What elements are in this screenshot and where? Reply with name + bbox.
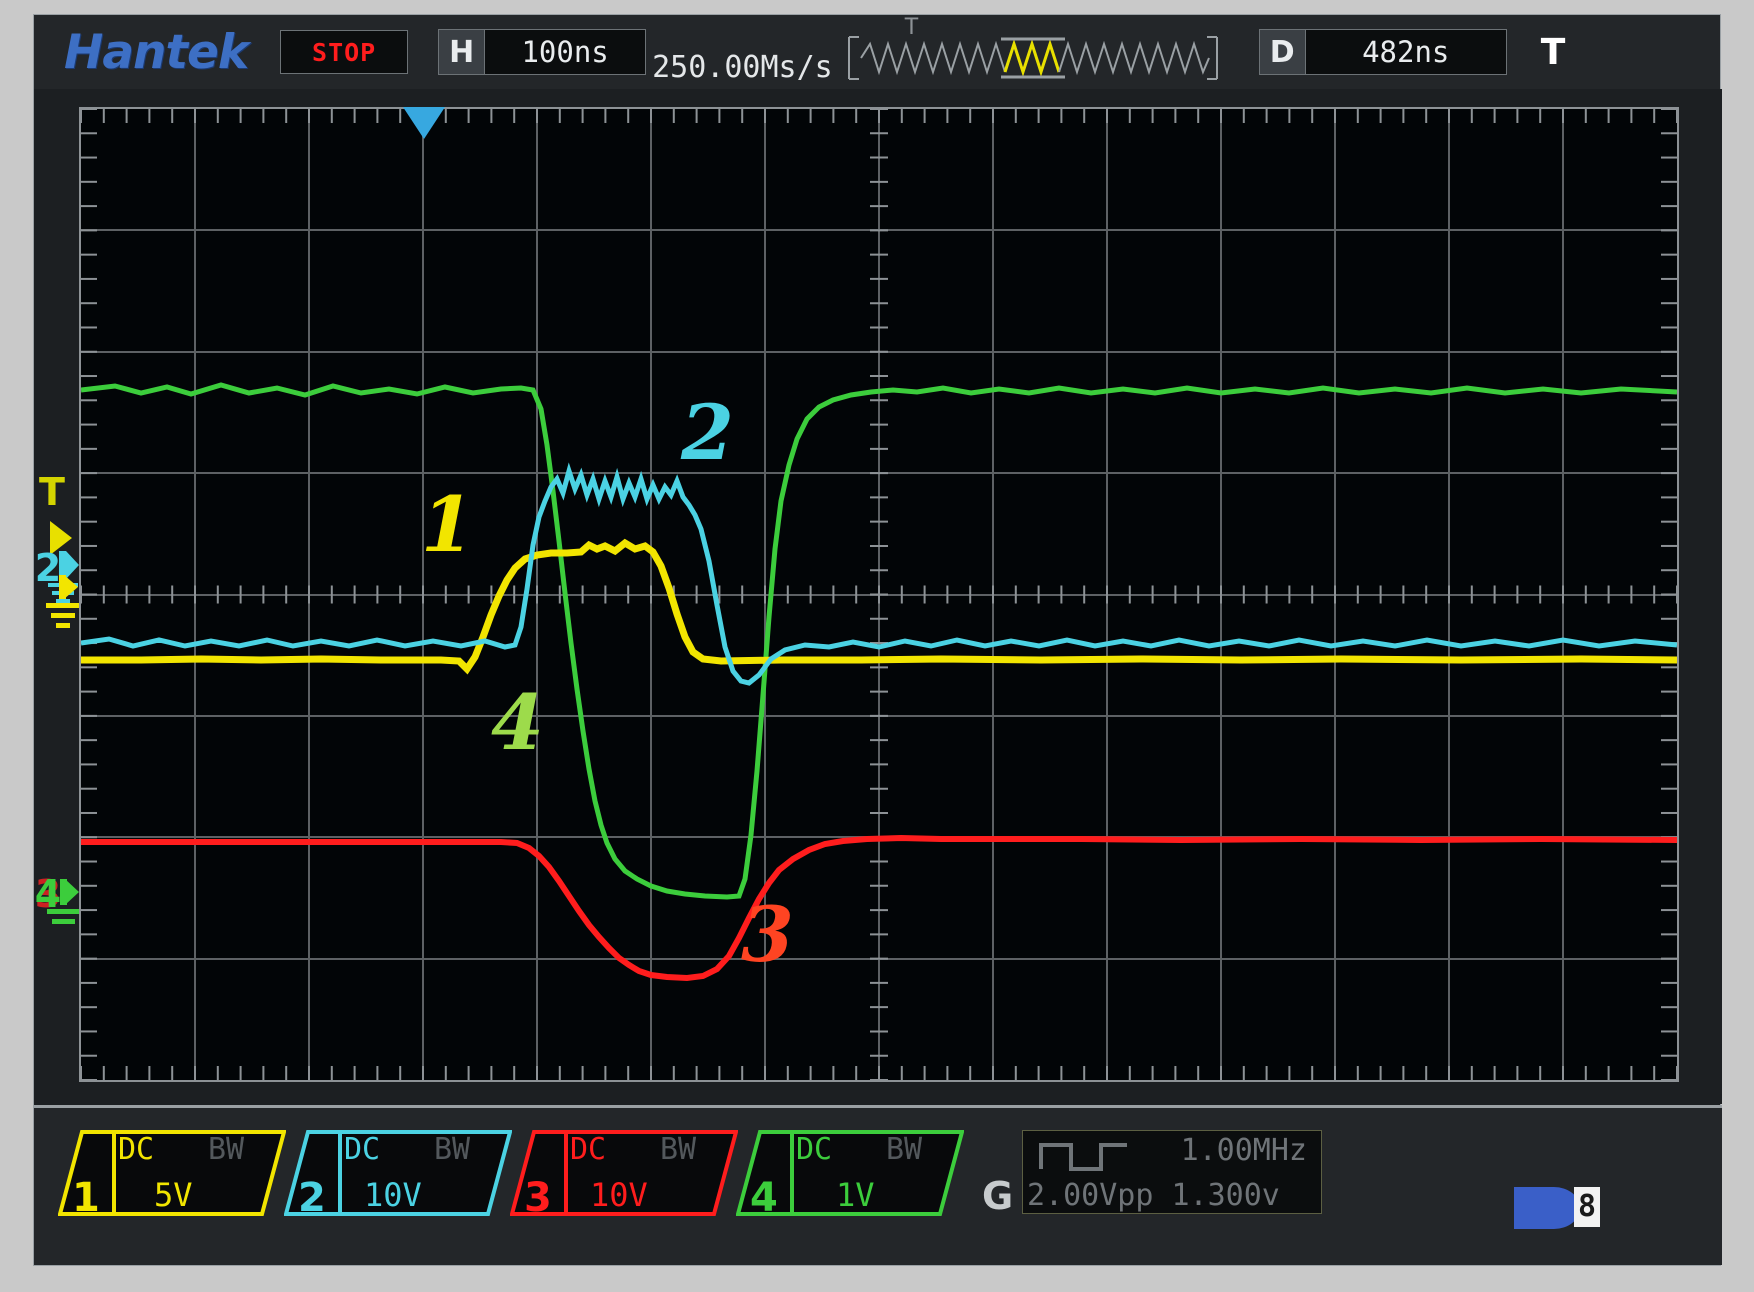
square-wave-icon <box>1039 1143 1127 1171</box>
channel-1-number: 1 <box>72 1175 100 1221</box>
generator-offset: 1.300v <box>1171 1178 1280 1213</box>
horizontal-timebase-field[interactable]: H 100ns <box>438 29 647 75</box>
plot-label-ch3: 3 <box>741 890 794 979</box>
channel-2-coupling[interactable]: DC <box>344 1132 381 1167</box>
svg-text:4: 4 <box>35 872 61 916</box>
channel-bar: 1 DC BW 5V 2 DC BW 10V <box>34 1105 1722 1265</box>
run-state-label: STOP <box>312 37 377 67</box>
usb-indicator[interactable]: 8 <box>1510 1181 1606 1239</box>
nav-trigger-marker: T <box>904 15 919 40</box>
trigger-level-marker[interactable]: T <box>39 470 72 555</box>
graticule-svg: 1 2 4 3 <box>81 109 1677 1080</box>
plot-label-ch4: 4 <box>491 678 544 767</box>
grid-tick-marks <box>81 109 1677 1080</box>
horizontal-value: 100ns <box>485 30 646 74</box>
channel-2-bandwidth[interactable]: BW <box>434 1132 471 1167</box>
channel-4-coupling[interactable]: DC <box>796 1132 833 1167</box>
channel-4-bandwidth[interactable]: BW <box>886 1132 923 1167</box>
status-bar: Hantek STOP H 100ns 250.00Ms/s T <box>34 15 1720 89</box>
svg-text:2: 2 <box>35 546 61 590</box>
channel-2-scale[interactable]: 10V <box>364 1176 422 1214</box>
sample-rate-label: 250.00Ms/s <box>652 50 833 85</box>
trace-ch1 <box>81 538 1677 675</box>
ch4-ground-marker[interactable]: 4 <box>35 872 79 924</box>
delay-field[interactable]: D 482ns <box>1258 29 1507 75</box>
channel-1-scale[interactable]: 5V <box>154 1176 193 1214</box>
generator-frequency: 1.00MHz <box>1180 1133 1307 1168</box>
generator-badge[interactable]: G 1.00MHz 2.00Vpp 1.300v <box>974 1130 1322 1218</box>
waveform-display[interactable]: T 2 <box>34 89 1722 1104</box>
trace-ch3 <box>81 834 1677 982</box>
svg-text:3: 3 <box>35 872 61 916</box>
generator-amplitude-offset: 2.00Vpp 1.300v <box>1027 1178 1280 1213</box>
channel-badge-2[interactable]: 2 DC BW 10V <box>284 1130 512 1218</box>
graticule[interactable]: 1 2 4 3 <box>79 107 1679 1082</box>
usb-segment-digit: 8 <box>1574 1187 1600 1227</box>
channel-4-scale[interactable]: 1V <box>836 1176 875 1214</box>
channel-1-coupling[interactable]: DC <box>118 1132 155 1167</box>
delay-value: 482ns <box>1305 30 1506 74</box>
ch2-ground-marker[interactable]: 2 <box>35 546 79 603</box>
channel-badge-4[interactable]: 4 DC BW 1V <box>736 1130 964 1218</box>
channel-2-number: 2 <box>298 1175 326 1221</box>
horizontal-key-label: H <box>439 30 486 74</box>
channel-1-bandwidth[interactable]: BW <box>208 1132 245 1167</box>
plot-label-ch2: 2 <box>680 388 734 477</box>
memory-navigator[interactable]: T <box>843 15 1223 89</box>
channel-badge-1[interactable]: 1 DC BW 5V <box>58 1130 286 1218</box>
channel-4-number: 4 <box>750 1175 778 1221</box>
trigger-type-indicator[interactable]: T <box>1540 31 1566 73</box>
delay-key-label: D <box>1259 30 1306 74</box>
channel-3-number: 3 <box>524 1175 552 1221</box>
channel-badges: 1 DC BW 5V 2 DC BW 10V <box>58 1130 1322 1218</box>
plot-label-ch1: 1 <box>421 480 474 569</box>
run-stop-indicator[interactable]: STOP <box>280 30 409 74</box>
usb-icon <box>1514 1187 1580 1229</box>
trace-ch4 <box>81 382 1677 900</box>
navigator-waveform-icon <box>847 36 1218 80</box>
generator-amplitude: 2.00Vpp <box>1027 1178 1154 1213</box>
channel-3-bandwidth[interactable]: BW <box>660 1132 697 1167</box>
scope-screen: Hantek STOP H 100ns 250.00Ms/s T <box>33 14 1722 1266</box>
generator-panel[interactable]: 1.00MHz 2.00Vpp 1.300v <box>1022 1130 1322 1214</box>
channel-3-scale[interactable]: 10V <box>590 1176 648 1214</box>
channel-badge-3[interactable]: 3 DC BW 10V <box>510 1130 738 1218</box>
trace-ch2 <box>81 462 1677 686</box>
svg-text:T: T <box>39 470 65 514</box>
generator-letter: G <box>982 1174 1014 1218</box>
ch1-ground-marker[interactable] <box>46 575 79 628</box>
channel-3-coupling[interactable]: DC <box>570 1132 607 1167</box>
trigger-position-marker[interactable] <box>401 107 447 141</box>
brand-logo: Hantek <box>64 24 249 80</box>
left-marker-column: T 2 <box>35 470 79 924</box>
ch3-ground-marker[interactable]: 3 <box>35 872 61 916</box>
